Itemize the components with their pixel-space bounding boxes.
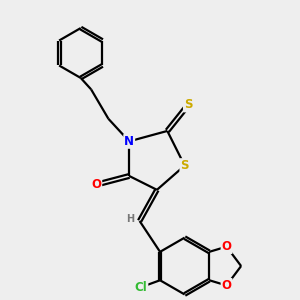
Text: O: O: [222, 240, 232, 253]
Text: S: S: [180, 159, 189, 172]
Text: O: O: [222, 279, 232, 292]
Text: H: H: [126, 214, 134, 224]
Text: Cl: Cl: [135, 281, 147, 294]
Text: N: N: [124, 135, 134, 148]
Text: S: S: [184, 98, 192, 112]
Text: O: O: [91, 178, 101, 191]
